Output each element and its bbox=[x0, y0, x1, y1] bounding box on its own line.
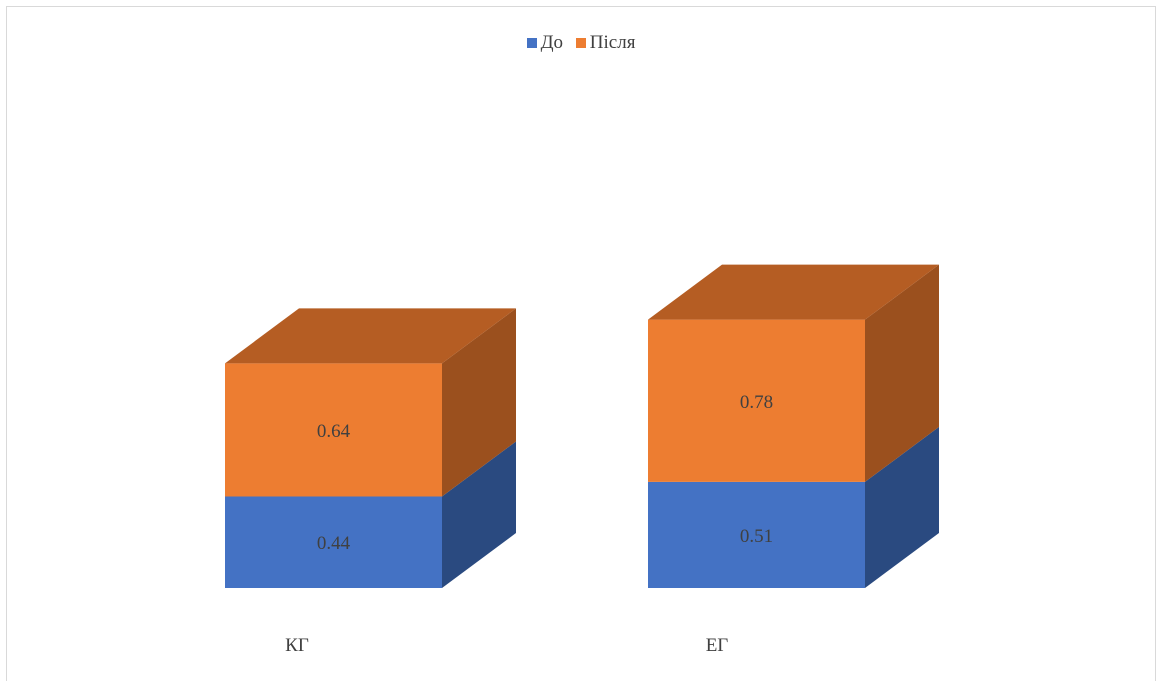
bar-after-kg bbox=[225, 363, 442, 497]
legend-swatch-before bbox=[526, 38, 537, 48]
data-label-before-kg: 0.44 bbox=[317, 533, 351, 554]
bar-before-kg bbox=[225, 496, 442, 588]
chart-frame bbox=[6, 6, 1156, 681]
category-label-eg: ЕГ bbox=[706, 635, 729, 656]
legend-swatch-after bbox=[575, 38, 586, 48]
bar-after-side-kg bbox=[442, 308, 516, 497]
data-label-after-kg: 0.64 bbox=[317, 421, 351, 442]
legend-item-before: До bbox=[526, 32, 564, 54]
bar-before-side-eg bbox=[865, 426, 939, 588]
data-label-after-eg: 0.78 bbox=[740, 392, 773, 413]
bar-before-side-kg bbox=[442, 441, 516, 588]
bar-after-top-eg bbox=[648, 264, 939, 320]
chart-legend: До Після bbox=[0, 32, 1162, 54]
legend-label-before: До bbox=[540, 32, 564, 53]
bar-before-eg bbox=[648, 481, 865, 588]
data-label-before-eg: 0.51 bbox=[740, 526, 773, 547]
legend-item-after: Після bbox=[575, 32, 636, 54]
bar-after-top-kg bbox=[225, 308, 516, 364]
category-label-kg: КГ bbox=[285, 635, 309, 656]
bar-after-eg bbox=[648, 319, 865, 482]
legend-label-after: Після bbox=[589, 32, 636, 53]
bar-after-side-eg bbox=[865, 264, 939, 482]
